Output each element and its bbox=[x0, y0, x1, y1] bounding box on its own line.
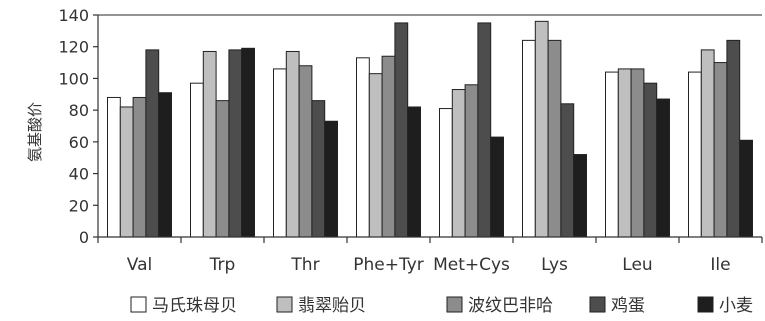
bar-2-trp bbox=[202, 50, 217, 238]
y-axis-label: 氨基酸价 bbox=[26, 102, 44, 162]
bar-1-ile bbox=[688, 71, 702, 238]
y-tick-label: 40 bbox=[69, 165, 89, 184]
bar-3-phe-tyr bbox=[381, 55, 396, 238]
y-tick-label: 20 bbox=[69, 196, 89, 215]
legend-label: 小麦 bbox=[719, 296, 753, 316]
bar-1-met-cys bbox=[439, 108, 453, 238]
bar-4-met-cys bbox=[477, 22, 492, 238]
bar-4-ile bbox=[726, 39, 741, 238]
x-tick-label: Ile bbox=[710, 255, 730, 275]
legend-swatch bbox=[276, 296, 293, 313]
legend-label: 马氏珠母贝 bbox=[152, 296, 237, 316]
x-tick-label: Lys bbox=[541, 255, 568, 275]
y-tick-label: 120 bbox=[58, 38, 89, 57]
bar-3-leu bbox=[630, 68, 645, 238]
y-tick-label: 60 bbox=[69, 133, 89, 152]
y-axis: 0 20 40 60 80 100 120 140 bbox=[58, 6, 99, 247]
x-tick-label: Val bbox=[127, 255, 152, 275]
legend-swatch bbox=[130, 296, 147, 313]
legend-label: 翡翠贻贝 bbox=[298, 296, 366, 316]
y-tick-label: 0 bbox=[79, 228, 89, 247]
y-tick-label: 100 bbox=[58, 69, 89, 88]
x-tick-label: Trp bbox=[209, 255, 236, 275]
y-tick-label: 140 bbox=[58, 6, 89, 25]
legend-swatch bbox=[446, 296, 463, 313]
bar-3-trp bbox=[215, 100, 230, 238]
bar-5-thr bbox=[324, 120, 339, 238]
bar-4-phe-tyr bbox=[394, 22, 409, 238]
legend-label: 波纹巴非哈 bbox=[468, 296, 553, 316]
bar-2-phe-tyr bbox=[368, 73, 383, 238]
bar-2-leu bbox=[617, 68, 632, 238]
bar-1-phe-tyr bbox=[356, 57, 370, 238]
bar-5-trp bbox=[241, 47, 255, 238]
bar-1-val bbox=[107, 96, 121, 238]
bar-3-val bbox=[132, 96, 147, 238]
bar-1-lys bbox=[522, 39, 536, 238]
y-tick-label: 80 bbox=[69, 101, 89, 120]
x-tick-label: Met+Cys bbox=[433, 255, 510, 275]
bar-4-leu bbox=[643, 82, 658, 238]
x-tick-label: Thr bbox=[290, 255, 319, 275]
x-tick-label: Leu bbox=[622, 255, 652, 275]
legend-swatch bbox=[697, 296, 714, 313]
legend-swatch bbox=[589, 296, 606, 313]
legend-label: 鸡蛋 bbox=[611, 296, 645, 316]
x-axis: Val Trp Thr Phe+Tyr Met+Cys Lys Leu Ile bbox=[97, 236, 763, 275]
bar-5-lys bbox=[573, 154, 588, 238]
bar-5-ile bbox=[739, 139, 754, 238]
bar-1-trp bbox=[190, 82, 204, 238]
bar-4-val bbox=[145, 49, 160, 238]
bar-1-thr bbox=[273, 68, 287, 238]
legend: 马氏珠母贝 翡翠贻贝 波纹巴非哈 鸡蛋 小麦 bbox=[130, 296, 753, 316]
bar-5-met-cys bbox=[490, 136, 505, 238]
bar-2-lys bbox=[534, 20, 549, 238]
bar-2-val bbox=[119, 106, 134, 238]
bar-2-ile bbox=[700, 49, 715, 238]
bar-1-leu bbox=[605, 71, 619, 238]
bar-4-trp bbox=[228, 49, 243, 238]
bar-2-met-cys bbox=[451, 89, 466, 238]
bar-4-lys bbox=[560, 103, 575, 238]
bar-3-ile bbox=[713, 62, 728, 238]
bars bbox=[107, 20, 754, 238]
bar-3-thr bbox=[298, 65, 313, 238]
bar-5-leu bbox=[656, 98, 671, 238]
bar-5-val bbox=[158, 92, 172, 238]
bar-2-thr bbox=[285, 50, 300, 238]
bar-3-met-cys bbox=[464, 84, 479, 238]
bar-5-phe-tyr bbox=[407, 106, 422, 238]
x-tick-label: Phe+Tyr bbox=[353, 255, 424, 275]
bar-4-thr bbox=[311, 100, 326, 238]
bar-3-lys bbox=[547, 39, 562, 238]
